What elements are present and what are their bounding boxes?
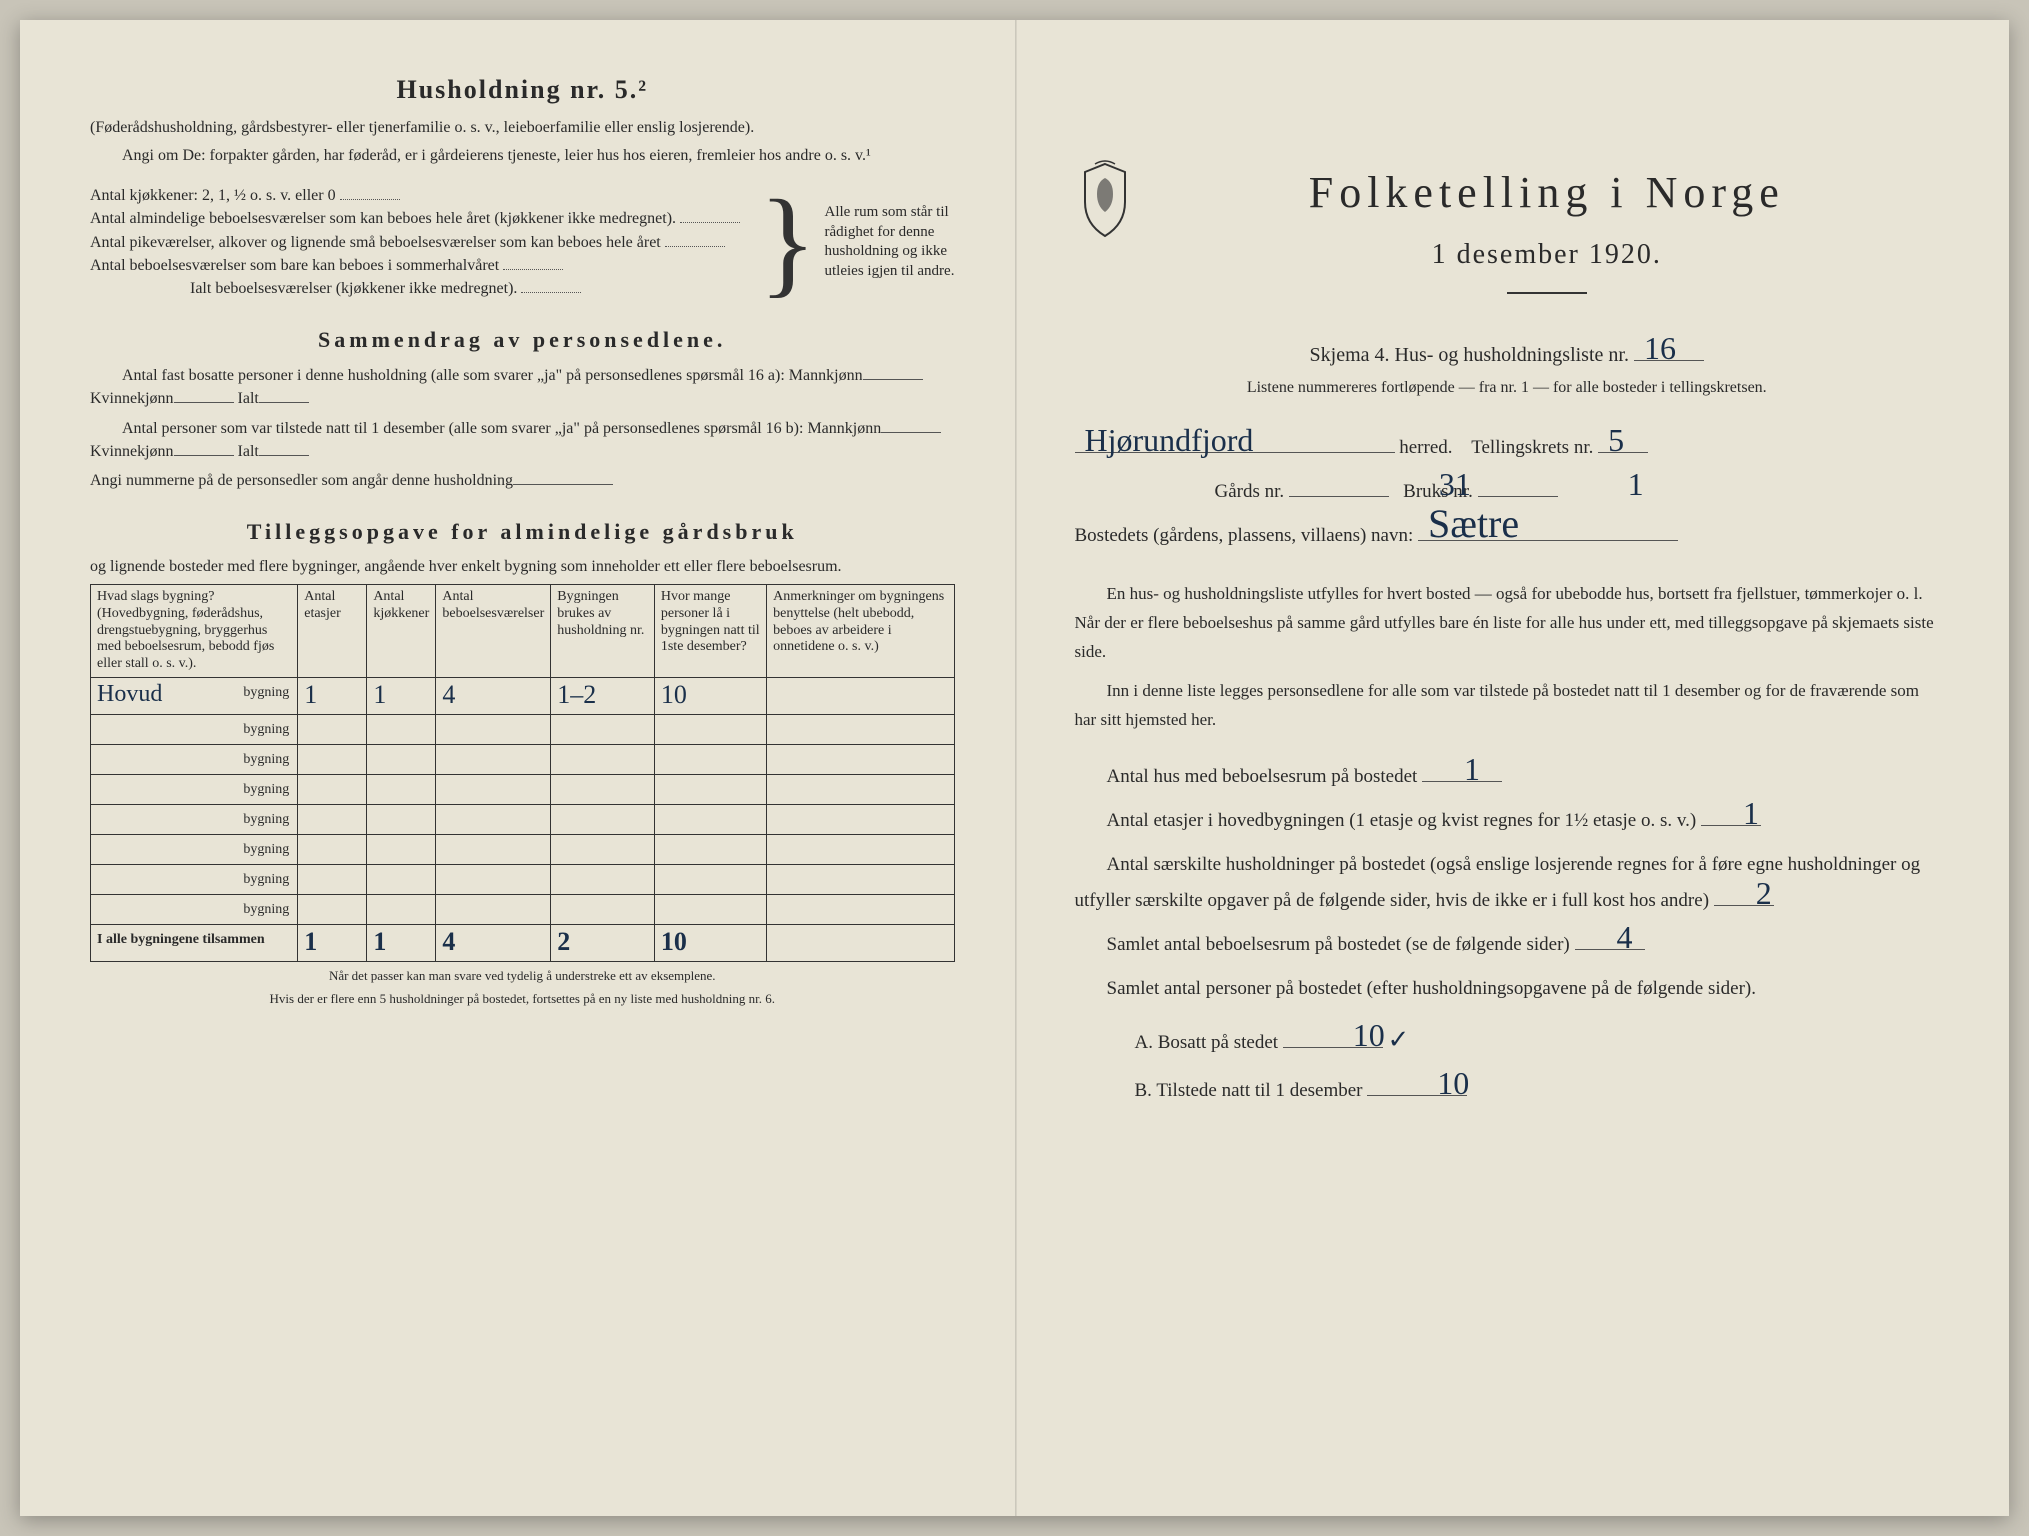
q-kitchens: Antal kjøkkener: 2, 1, ½ o. s. v. eller … [90, 184, 751, 207]
right-body: Hjørundfjord herred. Tellingskrets nr. 5… [1075, 430, 1940, 1109]
skjema-line: Skjema 4. Hus- og husholdningsliste nr. … [1075, 340, 1940, 370]
th-kitchens: Antal kjøkkener [367, 585, 436, 678]
summary-3: Angi nummerne på de personsedler som ang… [90, 469, 955, 492]
listene-note: Listene nummereres fortløpende — fra nr.… [1075, 376, 1940, 400]
row-label: Hovudbygning [91, 678, 298, 715]
cell: 2 [551, 925, 655, 962]
cell: 1 [298, 678, 367, 715]
table-row: bygning [91, 745, 955, 775]
qb-line: B. Tilstede natt til 1 desember 10 [1075, 1073, 1940, 1109]
summary-2: Antal personer som var tilstede natt til… [90, 417, 955, 464]
q-rooms-total: Ialt beboelsesværelser (kjøkkener ikke m… [90, 277, 751, 300]
building-table: Hvad slags bygning? (Hovedbygning, føder… [90, 584, 955, 962]
summary-heading: Sammendrag av personsedlene. [90, 323, 955, 356]
cell [767, 678, 954, 715]
coat-of-arms-icon [1075, 160, 1135, 240]
cell: 1–2 [551, 678, 655, 715]
table-row: Hovudbygning 1 1 4 1–2 10 [91, 678, 955, 715]
table-row: bygning [91, 715, 955, 745]
table-header-row: Hvad slags bygning? (Hovedbygning, føder… [91, 585, 955, 678]
title-block: Folketelling i Norge 1 desember 1920. [1075, 160, 1940, 310]
th-household: Bygningen brukes av husholdning nr. [551, 585, 655, 678]
table-total-row: I alle bygningene tilsammen 1 1 4 2 10 [91, 925, 955, 962]
q-rooms-3: Antal beboelsesværelser som bare kan beb… [90, 254, 751, 277]
right-page: Folketelling i Norge 1 desember 1920. Sk… [1005, 20, 2010, 1516]
q4-line: Samlet antal beboelsesrum på bostedet (s… [1075, 927, 1940, 963]
qa-line: A. Bosatt på stedet 10 ✓ [1075, 1015, 1940, 1064]
q-rooms-2: Antal pikeværelser, alkover og lignende … [90, 231, 751, 254]
subtitle: 1 desember 1920. [1155, 234, 1940, 276]
table-row: bygning [91, 805, 955, 835]
bosted-line: Bostedets (gårdens, plassens, villaens) … [1075, 518, 1940, 554]
cell: 10 [654, 678, 766, 715]
household-heading: Husholdning nr. 5.² [90, 70, 955, 109]
intro-1: (Føderådshusholdning, gårdsbestyrer- ell… [90, 117, 955, 139]
footnote-1: Når det passer kan man svare ved tydelig… [90, 968, 955, 985]
table-row: bygning [91, 895, 955, 925]
cell [767, 925, 954, 962]
th-floors: Antal etasjer [298, 585, 367, 678]
left-page: Husholdning nr. 5.² (Føderådshusholdning… [20, 20, 1005, 1516]
tillegg-sub: og lignende bosteder med flere bygninger… [90, 556, 955, 578]
page-fold [1015, 20, 1017, 1516]
total-label: I alle bygningene tilsammen [91, 925, 298, 962]
cell: 1 [298, 925, 367, 962]
tillegg-heading: Tilleggsopgave for almindelige gårdsbruk [90, 515, 955, 548]
main-title: Folketelling i Norge [1155, 160, 1940, 226]
cell: 1 [367, 678, 436, 715]
th-notes: Anmerkninger om bygningens benyttelse (h… [767, 585, 954, 678]
table-row: bygning [91, 865, 955, 895]
q2-line: Antal etasjer i hovedbygningen (1 etasje… [1075, 803, 1940, 839]
footnote-2: Hvis der er flere enn 5 husholdninger på… [90, 991, 955, 1008]
cell: 4 [436, 925, 551, 962]
th-type: Hvad slags bygning? (Hovedbygning, føder… [91, 585, 298, 678]
table-row: bygning [91, 775, 955, 805]
q5-line: Samlet antal personer på bostedet (efter… [1075, 971, 1940, 1007]
table-row: bygning [91, 835, 955, 865]
intro-2: Angi om De: forpakter gården, har føderå… [90, 145, 955, 167]
q3-line: Antal særskilte husholdninger på bostede… [1075, 847, 1940, 919]
herred-line: Hjørundfjord herred. Tellingskrets nr. 5 [1075, 430, 1940, 466]
divider [1507, 292, 1587, 294]
th-persons: Hvor mange personer lå i bygningen natt … [654, 585, 766, 678]
q-rooms-1: Antal almindelige beboelsesværelser som … [90, 207, 751, 230]
th-rooms: Antal beboelsesværelser [436, 585, 551, 678]
cell: 1 [367, 925, 436, 962]
rooms-block: Antal kjøkkener: 2, 1, ½ o. s. v. eller … [90, 184, 955, 301]
brace-icon: } [751, 188, 825, 296]
brace-text: Alle rum som står til rådighet for denne… [825, 203, 955, 281]
summary-1: Antal fast bosatte personer i denne hush… [90, 364, 955, 411]
checkmark-icon: ✓ [1388, 1025, 1410, 1054]
cell: 4 [436, 678, 551, 715]
para-1: En hus- og husholdningsliste utfylles fo… [1075, 580, 1940, 667]
para-2: Inn i denne liste legges personsedlene f… [1075, 677, 1940, 735]
cell: 10 [654, 925, 766, 962]
census-document: Husholdning nr. 5.² (Føderådshusholdning… [20, 20, 2009, 1516]
q1-line: Antal hus med beboelsesrum på bostedet 1 [1075, 759, 1940, 795]
